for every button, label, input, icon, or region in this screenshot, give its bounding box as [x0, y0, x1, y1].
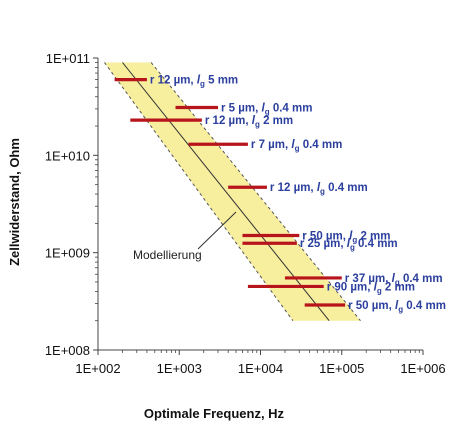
measurement-label: r 12 µm, lg 0.4 mm: [270, 182, 368, 196]
measurement-label: r 5 µm, lg 0.4 mm: [221, 103, 312, 117]
model-band-fill: [104, 62, 361, 321]
measurement-labels: r 12 µm, lg 5 mmr 5 µm, lg 0.4 mmr 12 µm…: [150, 75, 446, 314]
measurement-label: r 12 µm, lg 5 mm: [150, 75, 238, 89]
y-tick-label: 1E+010: [45, 148, 90, 163]
x-tick-label: 1E+003: [157, 361, 202, 376]
y-tick-label: 1E+009: [45, 246, 90, 261]
measurement-label: r 50 µm, lg 2 mm: [302, 231, 390, 245]
y-tick-label: 1E+008: [45, 343, 90, 358]
measurement-label: r 7 µm, lg 0.4 mm: [251, 139, 342, 153]
x-axis-title: Optimale Frequenz, Hz: [144, 406, 285, 421]
measurement-label: r 50 µm, lg 0.4 mm: [348, 300, 446, 314]
y-axis-title: Zellwiderstand, Ohm: [7, 138, 22, 266]
model-label: Modellierung: [133, 248, 202, 262]
axes: 1E+008 1E+009 1E+010 1E+011 1E+002 1E+003 1E+0…: [45, 51, 446, 376]
measurement-bars: [114, 77, 346, 307]
measurement-label: r 12 µm, lg 2 mm: [205, 115, 293, 129]
x-tick-label: 1E+004: [238, 361, 283, 376]
x-tick-label: 1E+005: [319, 361, 364, 376]
model-label-pointer: [197, 211, 237, 250]
model-band-lower-edge: [104, 62, 294, 321]
x-tick-label: 1E+002: [75, 361, 120, 376]
measurement-label: r 90 µm, lg 2 mm: [327, 281, 415, 295]
y-tick-label: 1E+011: [46, 51, 90, 66]
measurement-label: r 37 µm, lg 0.4 mm: [345, 273, 443, 287]
measurement-label: r 25 µm, lg 0.4 mm: [300, 238, 398, 252]
x-tick-label: 1E+006: [400, 361, 445, 376]
